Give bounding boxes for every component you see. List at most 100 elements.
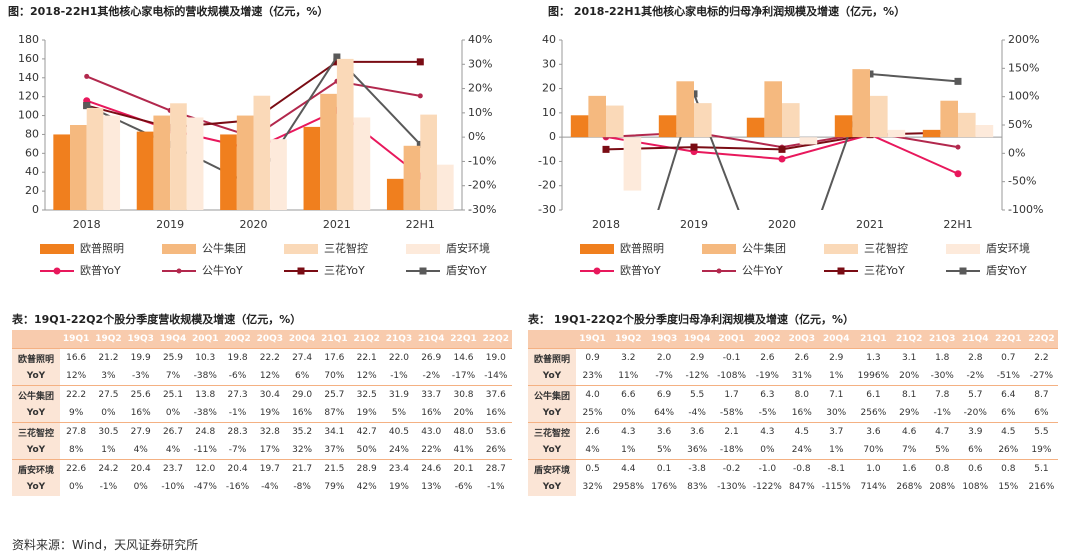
bar <box>694 103 712 138</box>
x-tick-label: 2020 <box>768 218 796 231</box>
cell: 20% <box>453 408 474 418</box>
cell: 15% <box>998 482 1019 492</box>
cell: 70% <box>863 445 884 455</box>
cell: 0% <box>621 408 636 418</box>
cell: 37.6 <box>479 385 512 404</box>
bar <box>86 108 104 210</box>
header-cell: 19Q2 <box>609 330 648 349</box>
cell: -20% <box>963 408 987 418</box>
y2-tick-label: -100% <box>1008 203 1043 216</box>
row-label: 盾安环境 <box>12 459 60 478</box>
cell: 31% <box>791 371 812 381</box>
row: YoY 0% -1% 0% -10% -47% -16% -4% -8% 79% 42% 19% 13%… <box>12 478 512 496</box>
legend-swatch <box>824 244 858 254</box>
marker <box>333 53 341 61</box>
cell: 3.1 <box>892 348 926 367</box>
y-tick-label: 20 <box>25 184 39 197</box>
cell: 16% <box>421 408 442 418</box>
cell: -115% <box>821 482 851 492</box>
x-tick-label: 22H1 <box>406 218 435 231</box>
cell: 24.8 <box>189 422 222 441</box>
cell: 21.2 <box>92 348 125 367</box>
cell: 32% <box>582 482 603 492</box>
cell: 34.1 <box>318 422 351 441</box>
cell: -108% <box>717 371 747 381</box>
header-cell: 20Q3 <box>253 330 286 349</box>
cell: 216% <box>1028 482 1055 492</box>
cell: -1.0 <box>749 459 786 478</box>
cell: 70% <box>324 371 345 381</box>
cell: 19% <box>1031 445 1052 455</box>
cell: 4% <box>133 445 148 455</box>
marker <box>778 155 786 163</box>
cell: 6% <box>968 445 983 455</box>
cell: 19% <box>259 408 280 418</box>
cell: 208% <box>929 482 956 492</box>
cell: 24.2 <box>92 459 125 478</box>
cell: -12% <box>685 371 709 381</box>
cell: -3% <box>131 371 150 381</box>
cell: -6% <box>228 371 247 381</box>
header-cell: 19Q1 <box>60 330 93 349</box>
cell: 3.2 <box>609 348 648 367</box>
cell: 108% <box>962 482 989 492</box>
bar <box>436 164 454 210</box>
row: 三花智控 2.6 4.3 3.6 3.6 2.1 4.3 4.5 3.7 3.6 4.6 4.7 3.9… <box>528 422 1058 441</box>
legend-label: 欧普YoY <box>80 263 121 277</box>
cell: 6.3 <box>749 385 786 404</box>
row-label: YoY <box>12 441 60 460</box>
cell: 0% <box>165 408 181 418</box>
y2-tick-label: -20% <box>468 179 496 192</box>
row-label: YoY <box>528 367 576 386</box>
cell: 27.3 <box>221 385 254 404</box>
cell: -38% <box>193 371 217 381</box>
bar <box>303 126 321 210</box>
x-tick-label: 22H1 <box>943 218 972 231</box>
cell: -0.1 <box>713 348 750 367</box>
legend-swatch <box>162 244 196 254</box>
cell: 33.7 <box>415 385 448 404</box>
cell: 4% <box>585 445 600 455</box>
x-tick-label: 2018 <box>73 218 101 231</box>
row: 三花智控 27.8 30.5 27.9 26.7 24.8 28.3 32.8 35.2 34.1… <box>12 422 512 441</box>
row: 欧普照明 16.6 21.2 19.9 25.9 10.3 19.8 22.2 27.4 17.6… <box>12 348 512 367</box>
cell: 0.6 <box>958 459 992 478</box>
bar <box>220 134 237 210</box>
y2-tick-label: 200% <box>1008 33 1039 46</box>
marker <box>837 267 845 275</box>
cell: 8.0 <box>785 385 819 404</box>
legend-label: 三花智控 <box>864 241 908 255</box>
cell: 32% <box>292 445 313 455</box>
cell: 28.7 <box>479 459 512 478</box>
cell: 3.9 <box>958 422 992 441</box>
cell: 2.6 <box>785 348 819 367</box>
y-tick-label: 120 <box>18 90 39 103</box>
marker <box>716 268 722 274</box>
legend-label: 欧普照明 <box>80 241 124 255</box>
header-cell: 19Q3 <box>647 330 681 349</box>
row-label: YoY <box>12 367 60 386</box>
bar <box>103 115 121 210</box>
chart-title: 图： 2018-22H1其他核心家电标的归母净利润规模及增速（亿元，%） <box>548 4 905 18</box>
cell: 19% <box>388 482 409 492</box>
row: YoY 25% 0% 64% -4% -58% -5% 16% 30% 256% 29% -1% -20… <box>528 404 1058 423</box>
marker <box>53 267 61 275</box>
cell: 8.7 <box>1024 385 1058 404</box>
cell: 19.9 <box>124 348 157 367</box>
cell: 8.1 <box>892 385 926 404</box>
cell: 1.3 <box>854 348 893 367</box>
cell: -30% <box>930 371 954 381</box>
cell: 1% <box>829 445 844 455</box>
header-cell: 22Q2 <box>479 330 512 349</box>
cell: 20.4 <box>124 459 157 478</box>
marker <box>593 267 601 275</box>
cell: 10.3 <box>189 348 222 367</box>
cell: -8.1 <box>818 459 855 478</box>
header-cell: 22Q1 <box>447 330 480 349</box>
cell: 5.1 <box>1024 459 1058 478</box>
cell: 21.7 <box>285 459 319 478</box>
legend-swatch <box>284 244 318 254</box>
cell: 2.1 <box>713 422 750 441</box>
cell: 847% <box>788 482 815 492</box>
cell: 0.5 <box>576 459 610 478</box>
